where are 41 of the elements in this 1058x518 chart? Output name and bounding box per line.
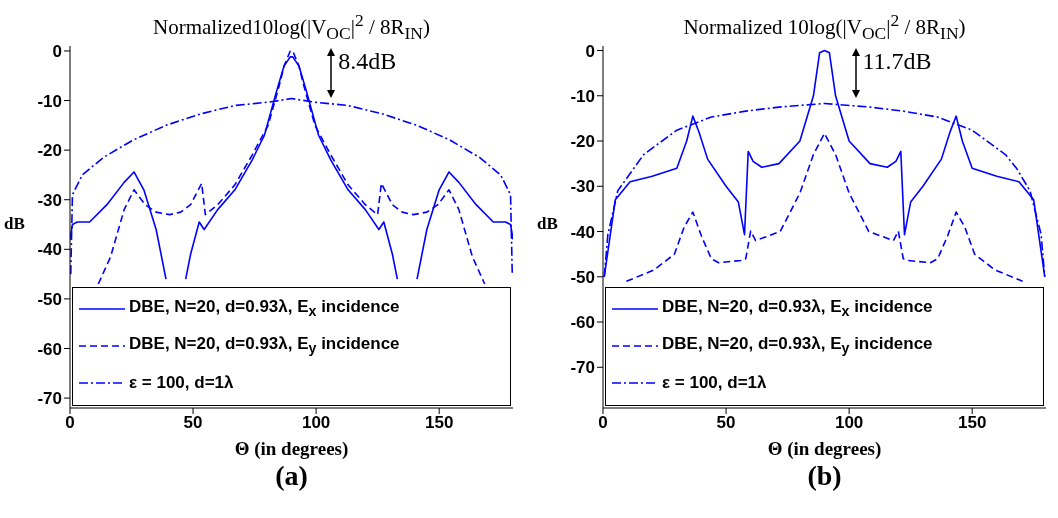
- x-tick-label: 150: [957, 413, 987, 433]
- x-tick-label: 0: [65, 413, 75, 433]
- x-tick-label: 100: [834, 413, 864, 433]
- y-tick-label: -50: [37, 289, 62, 309]
- y-tick-label: -70: [37, 389, 62, 409]
- legend-label: DBE, N=20, d=0.93λ, E$_{y}$ incidence: [129, 334, 400, 357]
- legend-label: DBE, N=20, d=0.93λ, E$_{x}$ incidence: [662, 297, 933, 320]
- y-tick-label: -10: [570, 86, 595, 106]
- y-tick-label: -20: [37, 141, 62, 161]
- text: (b): [806, 460, 843, 492]
- legend-label: ε = 100, d=1λ: [129, 372, 234, 393]
- y-axis-title: dB: [537, 214, 558, 234]
- legend-label: ε = 100, d=1λ: [662, 372, 767, 393]
- y-tick-label: -10: [37, 91, 62, 111]
- y-tick-label: -50: [570, 267, 595, 287]
- x-tick-label: 0: [598, 413, 608, 433]
- x-tick-label: 50: [716, 413, 736, 433]
- y-tick-label: -40: [570, 222, 595, 242]
- y-tick-label: 0: [52, 41, 62, 61]
- y-tick-label: -30: [570, 177, 595, 197]
- annotation: 11.7dB: [862, 48, 932, 74]
- y-axis-title: dB: [4, 214, 25, 234]
- y-tick-label: -20: [570, 132, 595, 152]
- line-series: [625, 132, 1024, 283]
- legend-label: DBE, N=20, d=0.93λ, E$_{x}$ incidence: [129, 297, 400, 320]
- x-tick-label: 100: [301, 413, 331, 433]
- y-tick-label: -40: [37, 240, 62, 260]
- y-tick-label: -60: [570, 313, 595, 333]
- legend-label: DBE, N=20, d=0.93λ, E$_{y}$ incidence: [662, 334, 933, 357]
- annotation: 8.4dB: [338, 48, 397, 74]
- x-axis-title: Θ (in degrees): [233, 438, 350, 460]
- x-axis-title: Θ (in degrees): [766, 438, 883, 460]
- y-tick-label: -70: [570, 358, 595, 378]
- chart-title: Normalized10log(|V$_{OC}$|$^{2}$ / 8R$_{IN}$): [152, 9, 431, 44]
- x-tick-label: 50: [183, 413, 203, 433]
- y-tick-label: 0: [585, 41, 595, 61]
- chart-title: Normalized 10log(|V$_{OC}$|$^{2}$ / 8R$_{IN}$): [682, 9, 967, 44]
- text: (a): [274, 460, 309, 492]
- y-tick-label: -60: [37, 339, 62, 359]
- y-tick-label: -30: [37, 190, 62, 210]
- x-tick-label: 150: [424, 413, 454, 433]
